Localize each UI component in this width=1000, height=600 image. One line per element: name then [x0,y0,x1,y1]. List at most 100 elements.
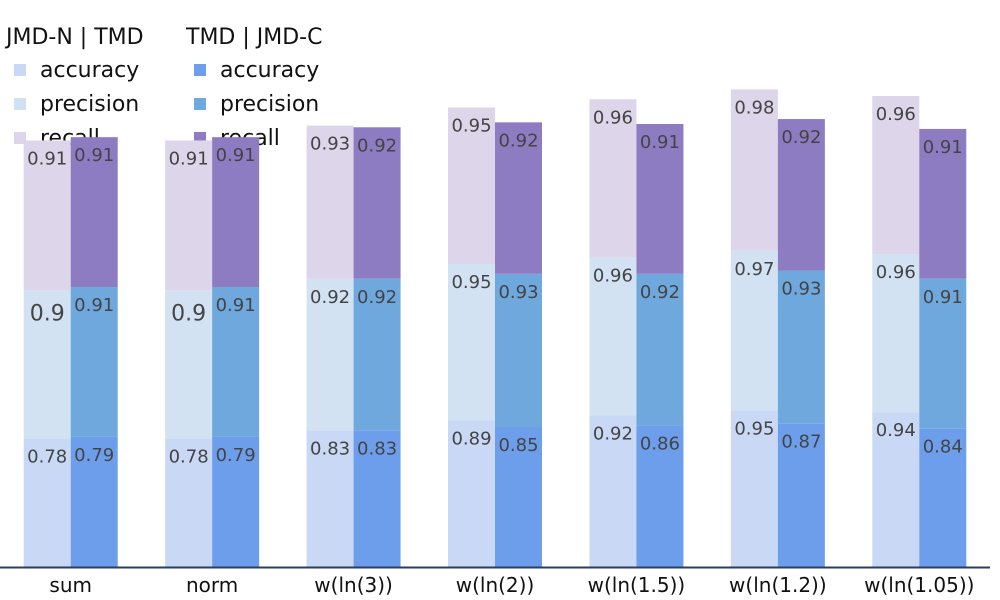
bar-left-recall-w(ln(1.5)) [589,99,637,258]
bar-right-accuracy-norm [212,436,260,567]
bar-right-precision-sum [70,287,118,437]
data-label-right-recall: 0.91 [74,145,114,166]
x-tick-label: w(ln(3)) [314,573,393,597]
data-label-right-precision: 0.92 [357,287,397,308]
legend-title-left: JMD-N | TMD [4,25,144,50]
data-label-right-precision: 0.91 [74,295,114,316]
legend-label-left-precision[interactable]: precision [40,92,139,117]
data-label-right-accuracy: 0.79 [74,445,114,466]
bar-right-recall-w(ln(1.05)) [919,128,967,279]
data-label-left-precision: 0.96 [876,262,916,283]
legend-swatch-left-recall[interactable] [14,132,26,144]
data-label-right-precision: 0.93 [781,279,821,300]
data-label-left-precision: 0.97 [734,259,774,280]
legend-label-left-accuracy[interactable]: accuracy [40,58,139,83]
bar-right-accuracy-w(ln(2)) [495,427,542,567]
bar-right-accuracy-sum [70,436,118,567]
x-tick-label: w(ln(1.2)) [729,573,827,597]
bar-right-recall-w(ln(2)) [495,122,542,274]
data-labels: 0.78 0.9 0.91 0.79 0.91 0.91 0.78 0.9 0.91 0.79 0.… [27,97,963,467]
data-label-right-precision: 0.91 [216,295,256,316]
data-label-left-precision: 0.95 [451,272,491,293]
x-tick-label: w(ln(1.5)) [588,573,686,597]
data-label-left-precision: 0.9 [171,301,206,326]
data-label-left-recall: 0.93 [310,134,350,155]
data-label-left-recall: 0.91 [27,148,67,169]
data-label-left-accuracy: 0.78 [27,447,67,468]
x-tick-label: sum [49,573,92,597]
bar-left-accuracy-sum [23,438,71,567]
data-label-left-precision: 0.9 [30,301,65,326]
legend-swatch-left-accuracy[interactable] [14,64,26,76]
bar-right-recall-norm [212,137,260,288]
data-label-left-precision: 0.92 [310,287,350,308]
data-label-right-accuracy: 0.86 [640,433,680,454]
bar-left-precision-w(ln(1.5)) [589,257,637,416]
data-label-right-accuracy: 0.87 [781,432,821,453]
bar-right-accuracy-w(ln(1.5)) [636,425,684,567]
data-label-right-recall: 0.91 [640,132,680,153]
x-tick-label: w(ln(1.05)) [864,573,974,597]
data-label-left-recall: 0.98 [734,97,774,118]
data-label-left-precision: 0.96 [593,265,633,286]
bar-left-accuracy-w(ln(1.2)) [730,410,778,567]
bar-right-accuracy-w(ln(1.2)) [777,423,825,567]
data-label-right-precision: 0.92 [640,282,680,303]
data-label-left-accuracy: 0.83 [310,438,350,459]
bar-left-accuracy-w(ln(1.5)) [589,415,637,567]
bar-right-precision-w(ln(2)) [495,273,542,428]
data-label-right-accuracy: 0.79 [216,445,256,466]
data-label-left-accuracy: 0.78 [169,447,209,468]
data-label-left-recall: 0.96 [593,107,633,128]
bar-right-precision-w(ln(1.5)) [636,273,684,426]
bar-right-precision-w(ln(3)) [353,278,401,431]
bar-right-precision-norm [212,287,260,437]
bar-left-precision-w(ln(1.05)) [872,254,920,413]
bar-left-recall-w(ln(3)) [306,125,354,279]
x-tick-label: w(ln(2)) [456,573,535,597]
x-tick-label: norm [186,573,238,597]
bar-left-accuracy-norm [165,438,213,567]
legend-swatch-right-accuracy[interactable] [194,64,206,76]
legend-title-right: TMD | JMD-C [185,25,322,50]
data-label-right-recall: 0.91 [216,145,256,166]
x-tick-labels: sum norm w(ln(3)) w(ln(2)) w(ln(1.5)) w(ln(1.… [49,573,974,597]
bar-left-recall-norm [165,140,213,291]
legend-label-right-accuracy[interactable]: accuracy [220,58,319,83]
bar-left-recall-w(ln(1.05)) [872,95,920,255]
bar-left-recall-w(ln(2)) [448,107,495,264]
bar-left-recall-sum [23,140,71,291]
bar-left-precision-w(ln(2)) [448,263,495,421]
bar-left-recall-w(ln(1.2)) [730,89,778,251]
data-label-right-precision: 0.93 [498,282,538,303]
bar-right-precision-w(ln(1.05)) [919,278,967,429]
legend-swatch-left-precision[interactable] [14,98,26,110]
bar-right-accuracy-w(ln(3)) [353,430,401,567]
bar-left-accuracy-w(ln(1.05)) [872,412,920,567]
bar-left-precision-w(ln(1.2)) [730,250,778,411]
bar-right-recall-w(ln(1.5)) [636,123,684,274]
bar-right-recall-w(ln(1.2)) [777,119,825,271]
bar-left-accuracy-w(ln(3)) [306,430,354,567]
legend-swatch-right-precision[interactable] [194,98,206,110]
bar-right-recall-w(ln(3)) [353,127,401,279]
bars [23,89,967,567]
bar-right-precision-w(ln(1.2)) [777,270,825,424]
bar-left-accuracy-w(ln(2)) [448,420,495,567]
data-label-right-precision: 0.91 [923,287,963,308]
data-label-left-recall: 0.95 [451,116,491,137]
bar-right-accuracy-w(ln(1.05)) [919,428,967,567]
legend-label-right-precision[interactable]: precision [220,92,319,117]
bar-left-precision-norm [165,290,213,439]
bar-right-recall-sum [70,137,118,288]
data-label-left-accuracy: 0.95 [734,419,774,440]
bar-left-precision-sum [23,290,71,439]
data-label-left-recall: 0.96 [876,104,916,125]
data-label-right-accuracy: 0.83 [357,438,397,459]
data-label-left-accuracy: 0.94 [876,420,916,441]
data-label-right-recall: 0.92 [498,130,538,151]
data-label-left-accuracy: 0.92 [593,423,633,444]
data-label-right-recall: 0.92 [781,127,821,148]
